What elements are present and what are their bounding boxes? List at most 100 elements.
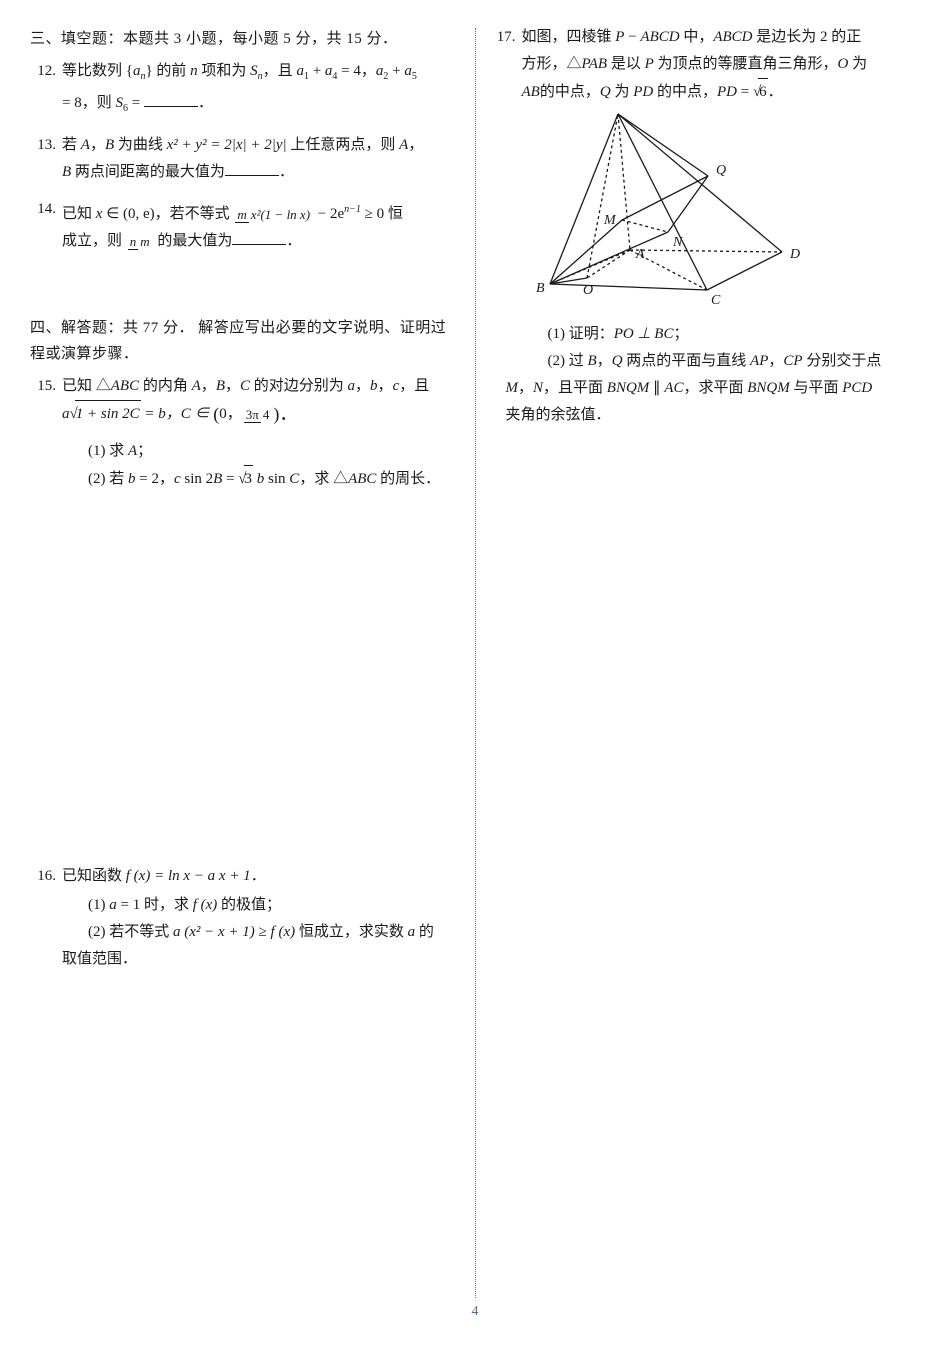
var-a: a <box>408 924 416 940</box>
text: = 8，则 <box>62 95 115 111</box>
var-B: B <box>105 137 114 153</box>
paren-close: )． <box>273 404 297 424</box>
var-a: a <box>62 406 70 422</box>
radicand: 1 + sin 2C <box>75 400 141 428</box>
text: 夹角的余弦值． <box>506 407 611 423</box>
page-number: 4 <box>0 1304 950 1320</box>
svg-text:N: N <box>672 235 683 250</box>
perp-expr: PO ⊥ BC <box>614 326 674 342</box>
fx: f (x) <box>193 897 218 913</box>
parallel: ∥ <box>649 380 664 396</box>
text: 分别交于点 <box>803 353 882 369</box>
question-body: 若 A，B 为曲线 x² + y² = 2|x| + 2|y| 上任意两点，则 … <box>62 132 461 186</box>
text: 的极值； <box>217 897 281 913</box>
equals: = <box>128 95 144 111</box>
text: 为顶点的等腰直角三角形， <box>654 56 838 72</box>
left-column: 三、填空题：本题共 3 小题，每小题 5 分，共 15 分． 12. 等比数列 … <box>30 24 475 1299</box>
text: 的最大值为 <box>154 233 233 249</box>
question-17-part2-line3: 夹角的余弦值． <box>490 402 921 429</box>
triangle-ABC: ABC <box>111 378 139 394</box>
section-4-heading: 四、解答题：共 77 分． 解答应写出必要的文字说明、证明过程或演算步骤． <box>30 315 461 367</box>
text: 如图，四棱锥 <box>522 29 616 45</box>
answer-blank <box>225 161 279 176</box>
question-body: 已知 x ∈ (0, e)，若不等式 mx²(1 − ln x) − 2en−1… <box>62 196 461 255</box>
question-16: 16. 已知函数 f (x) = ln x − a x + 1． <box>30 863 461 890</box>
question-15: 15. 已知 △ABC 的内角 A，B，C 的对边分别为 a，b，c，且 a√1… <box>30 373 461 428</box>
semi: ； <box>673 326 688 342</box>
AP: AP <box>750 353 768 369</box>
text: (1) 证明： <box>548 326 614 342</box>
right-column: 17. 如图，四棱锥 P − ABCD 中，ABCD 是边长为 2 的正 方形，… <box>476 24 921 1299</box>
fx-expr: f (x) = ln x − a x + 1 <box>126 868 251 884</box>
var-B: B <box>213 471 222 487</box>
ineq-expr: a (x² − x + 1) ≥ f (x) <box>173 924 295 940</box>
question-15-part1: (1) 求 A； <box>30 438 461 465</box>
text: 成立，则 <box>62 233 126 249</box>
text: 为曲线 <box>114 137 167 153</box>
var-O: O <box>838 56 849 72</box>
eq: = <box>737 84 753 100</box>
var-C: C <box>240 378 250 394</box>
text: (2) 若 <box>88 471 128 487</box>
two-column-layout: 三、填空题：本题共 3 小题，每小题 5 分，共 15 分． 12. 等比数列 … <box>30 24 920 1299</box>
comma: ， <box>90 137 105 153</box>
svg-text:D: D <box>789 247 800 262</box>
question-15-part2: (2) 若 b = 2，c sin 2B = √3 b sin C，求 △ABC… <box>30 465 461 493</box>
svg-text:C: C <box>711 293 721 308</box>
question-number: 17. <box>490 24 522 106</box>
page: 三、填空题：本题共 3 小题，每小题 5 分，共 15 分． 12. 等比数列 … <box>0 0 950 1348</box>
text: 恒成立，求实数 <box>295 924 408 940</box>
var-M: M <box>506 380 519 396</box>
curve-expr: x² + y² = 2|x| + 2|y| <box>167 137 287 153</box>
var-n: n <box>190 63 198 79</box>
sin: sin <box>264 471 289 487</box>
question-13: 13. 若 A，B 为曲线 x² + y² = 2|x| + 2|y| 上任意两… <box>30 132 461 186</box>
question-14: 14. 已知 x ∈ (0, e)，若不等式 mx²(1 − ln x) − 2… <box>30 196 461 255</box>
text: ，求平面 <box>683 380 747 396</box>
var-Q: Q <box>600 84 611 100</box>
var-A: A <box>128 443 137 459</box>
radicand: 6 <box>758 78 768 106</box>
radicand: 3 <box>244 465 254 493</box>
text: 若 <box>62 137 81 153</box>
comma: ， <box>225 378 240 394</box>
var-C: C <box>289 471 299 487</box>
period: ． <box>768 84 783 100</box>
text: 取值范围． <box>62 951 137 967</box>
question-17: 17. 如图，四棱锥 P − ABCD 中，ABCD 是边长为 2 的正 方形，… <box>490 24 921 106</box>
text: 已知 △ <box>62 378 111 394</box>
AC: AC <box>664 380 683 396</box>
PCD: PCD <box>842 380 872 396</box>
fraction-num: m <box>235 207 248 223</box>
text: 的中点， <box>653 84 717 100</box>
svg-text:Q: Q <box>716 163 726 178</box>
question-number: 12. <box>30 58 62 122</box>
text: = b，C ∈ <box>141 406 214 422</box>
text: ∈ (0, e)，若不等式 <box>102 206 233 222</box>
geq: ≥ 0 恒 <box>361 206 403 222</box>
text: (2) 若不等式 <box>88 924 173 940</box>
ABCD: ABCD <box>640 29 679 45</box>
var-A: A <box>192 378 201 394</box>
eq: = <box>222 471 238 487</box>
question-number: 16. <box>30 863 62 890</box>
var-A: A <box>399 137 408 153</box>
svg-text:M: M <box>603 213 617 228</box>
comma: ， <box>597 353 612 369</box>
text: 方形，△ <box>522 56 582 72</box>
svg-text:B: B <box>536 281 545 296</box>
triangle-ABC: ABC <box>348 471 376 487</box>
var-b: b <box>370 378 378 394</box>
var-B: B <box>62 164 71 180</box>
text: (1) <box>88 897 109 913</box>
var-B: B <box>216 378 225 394</box>
text: 的内角 <box>139 378 192 394</box>
var-B: B <box>588 353 597 369</box>
question-body: 等比数列 {an} 的前 n 项和为 Sn，且 a1 + a4 = 4，a2 +… <box>62 58 461 122</box>
question-16-part2-line2: 取值范围． <box>30 946 461 973</box>
var-Q: Q <box>612 353 623 369</box>
text: 为 <box>848 56 867 72</box>
text: 是边长为 2 的正 <box>753 29 862 45</box>
var-a: a <box>348 378 356 394</box>
sin: sin 2 <box>181 471 214 487</box>
